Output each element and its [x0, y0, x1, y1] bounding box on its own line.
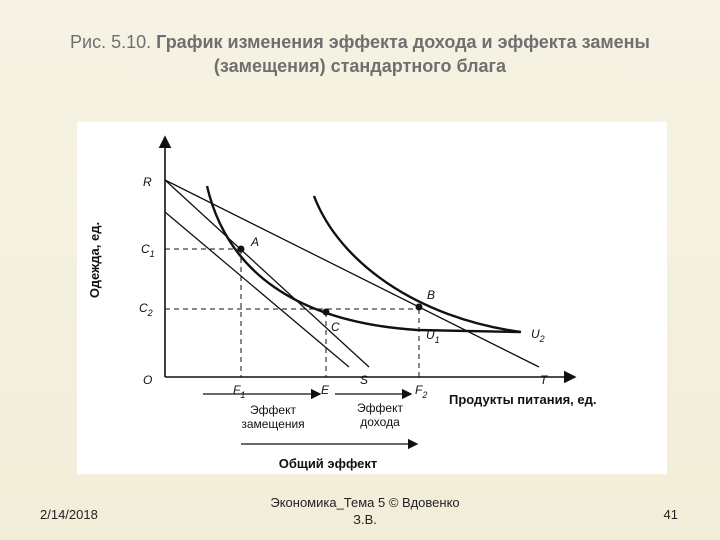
label-b: B	[427, 288, 435, 302]
label-f1: F1	[233, 383, 245, 400]
label-e: E	[321, 383, 330, 397]
page-number: 41	[663, 507, 678, 522]
substitution-effect-label-1: Эффект	[250, 403, 296, 417]
label-s: S	[360, 373, 368, 387]
income-effect-label-2: дохода	[360, 415, 400, 429]
income-effect-label-1: Эффект	[357, 401, 403, 415]
indifference-curve-u1	[205, 185, 521, 334]
budget-line-compensated	[164, 211, 350, 368]
diagram-figure: Одежда, ед. R C1 C2 O F1 E S F2 T Продук…	[77, 122, 667, 474]
label-r: R	[143, 175, 152, 189]
label-origin: O	[143, 373, 152, 387]
label-f2: F2	[415, 383, 427, 400]
point-b-marker	[415, 303, 423, 311]
label-a: A	[250, 235, 259, 249]
label-c2: C2	[139, 301, 153, 318]
point-a-marker	[237, 245, 245, 253]
slide-title: Рис. 5.10. График изменения эффекта дохо…	[40, 30, 680, 78]
substitution-effect-label-2: замещения	[241, 417, 304, 431]
total-effect-label: Общий эффект	[279, 456, 378, 471]
footer-date: 2/14/2018	[40, 507, 98, 522]
label-c: C	[331, 320, 340, 334]
footer-author-line2: З.В.	[353, 512, 377, 527]
diagram-svg: Одежда, ед. R C1 C2 O F1 E S F2 T Продук…	[87, 135, 596, 471]
label-t: T	[540, 373, 549, 387]
budget-line-rt	[164, 179, 540, 368]
point-c-marker	[322, 308, 330, 316]
label-c1: C1	[141, 242, 155, 259]
x-axis-label: Продукты питания, ед.	[449, 392, 596, 407]
budget-line-rs	[164, 179, 370, 368]
indifference-curve-u2	[312, 195, 522, 334]
footer-author: Экономика_Тема 5 © Вдовенко З.В.	[245, 494, 485, 528]
y-axis-label: Одежда, ед.	[87, 222, 102, 298]
label-u2: U2	[531, 327, 545, 344]
footer-author-line1: Экономика_Тема 5 © Вдовенко	[270, 495, 460, 510]
label-u1: U1	[426, 328, 440, 345]
title-main: График изменения эффекта дохода и эффект…	[156, 32, 650, 76]
title-prefix: Рис. 5.10.	[70, 32, 152, 52]
